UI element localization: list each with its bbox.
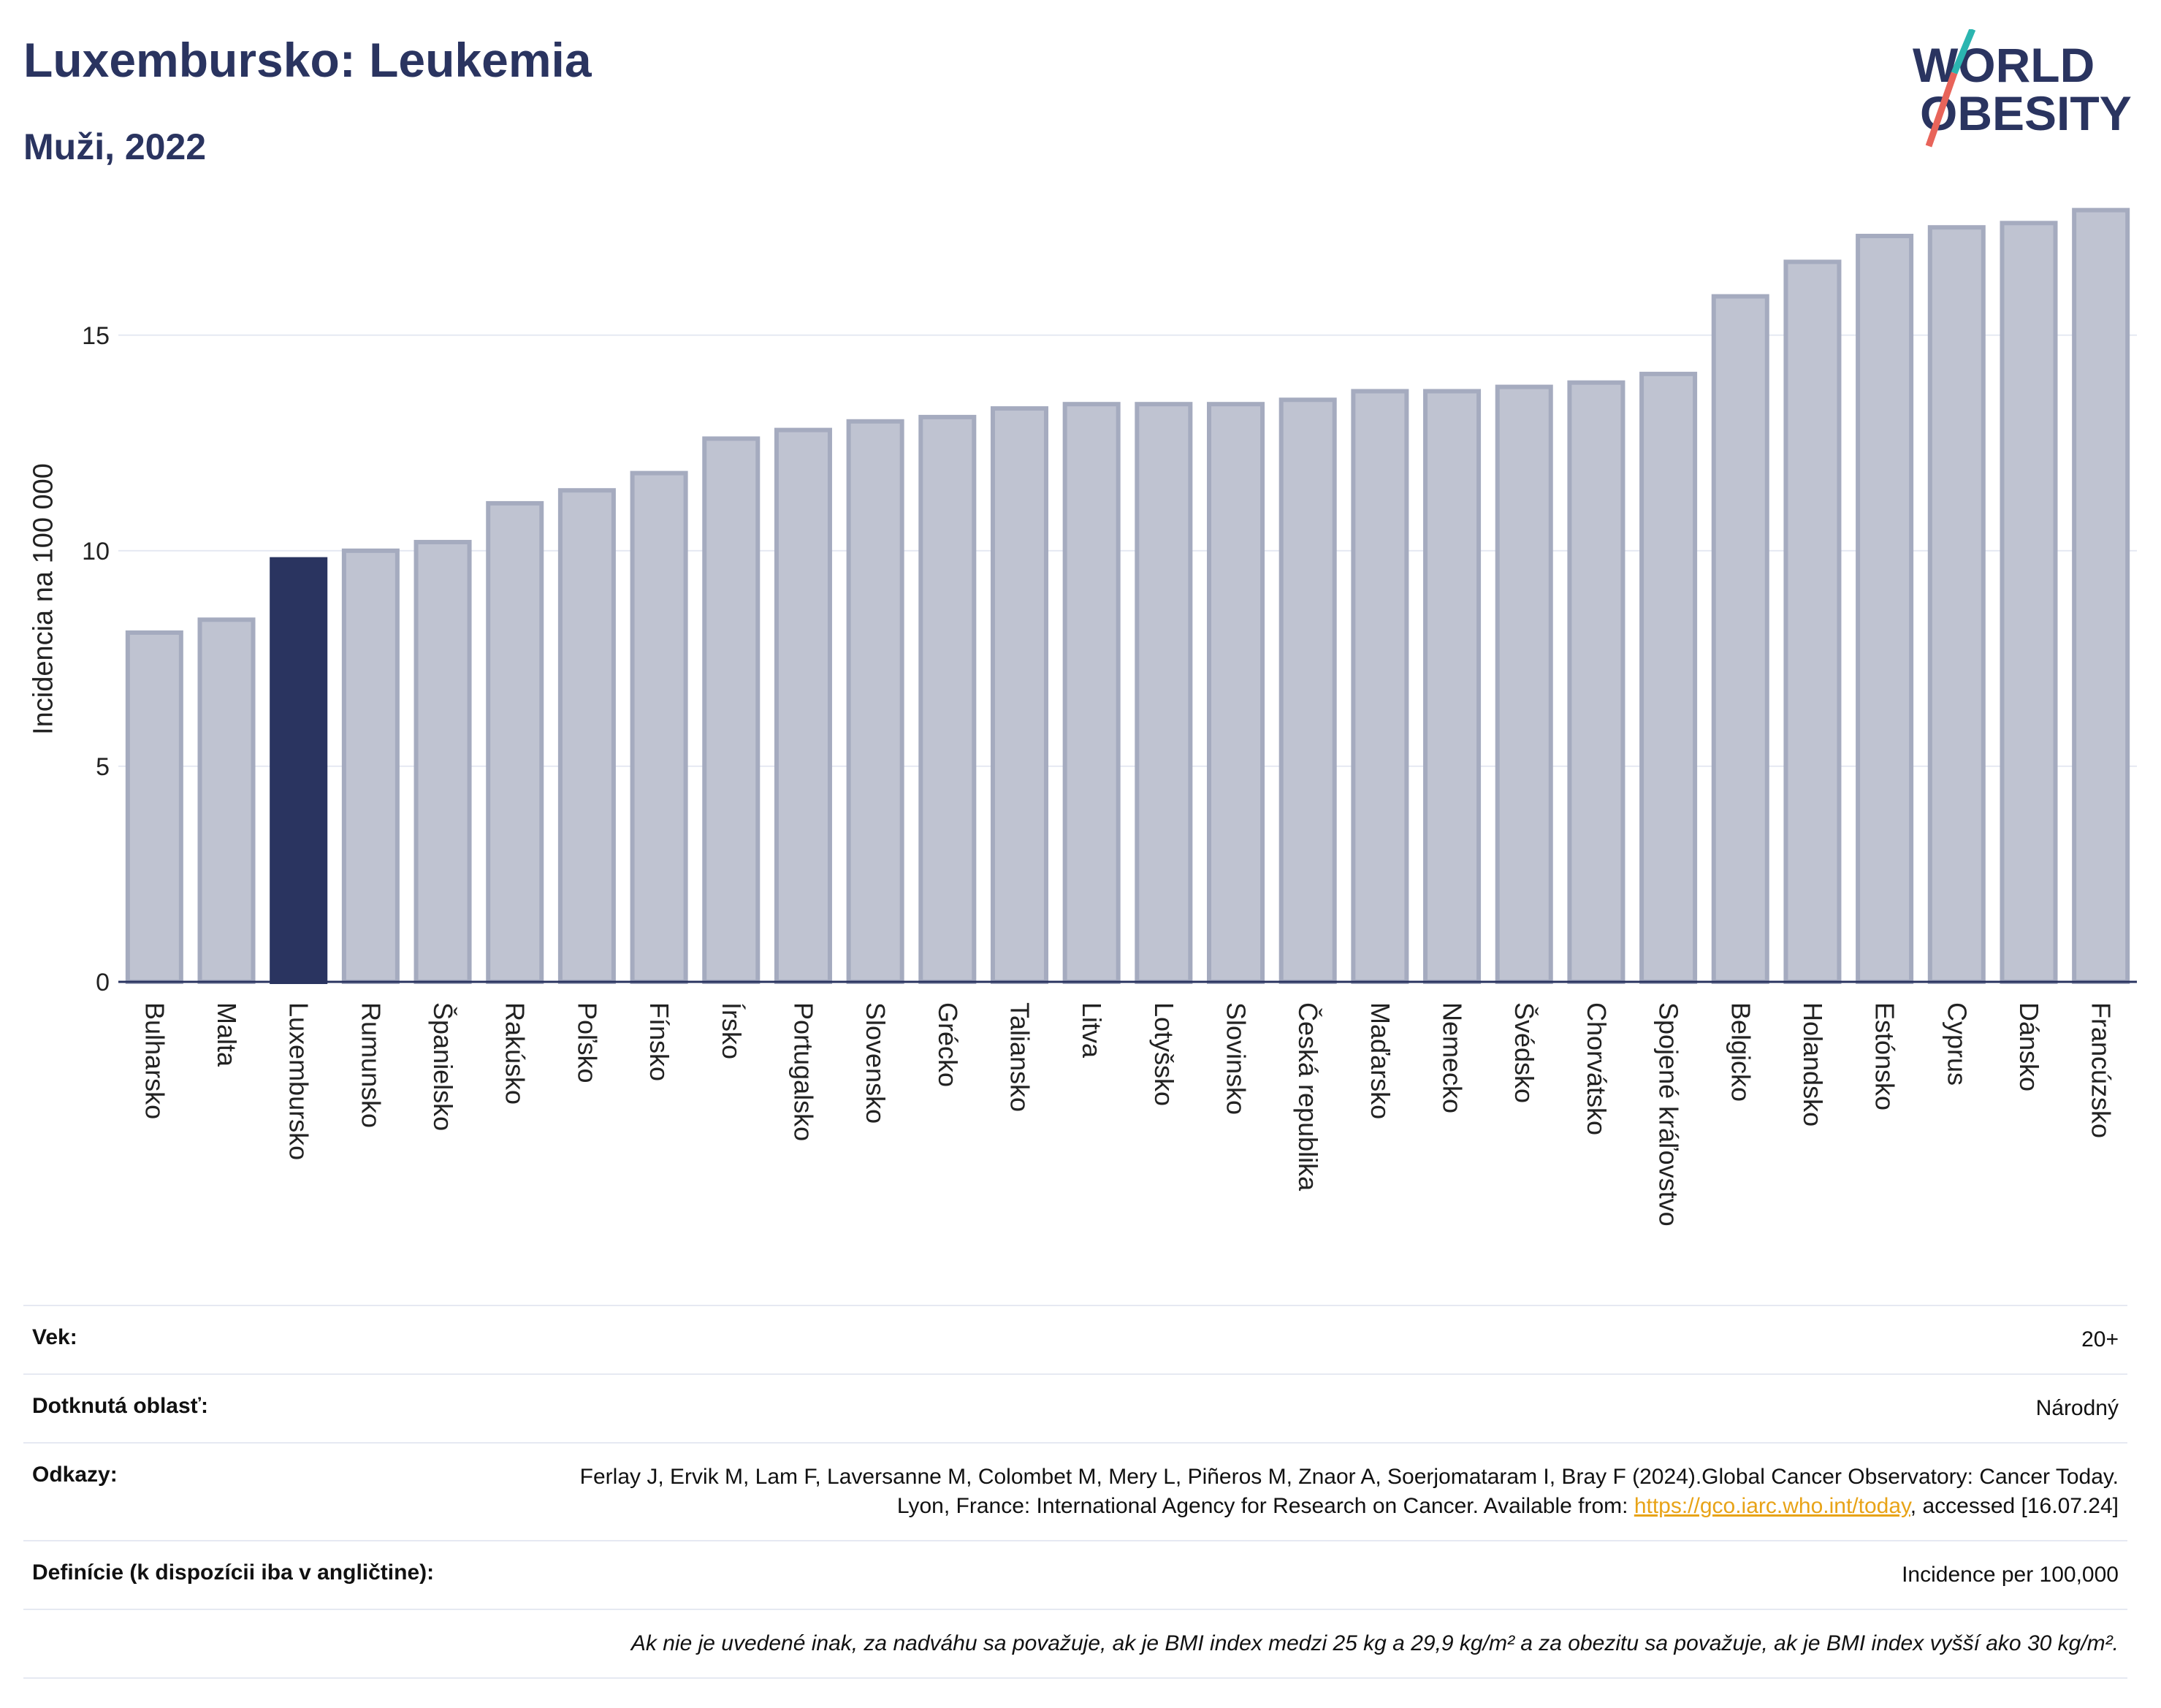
y-tick-label: 5 bbox=[96, 753, 110, 781]
definitions-label: Definície (k dispozícii iba v angličtine… bbox=[32, 1560, 435, 1585]
y-axis-label: Incidencia na 100 000 bbox=[28, 463, 59, 735]
bar bbox=[1135, 402, 1193, 984]
x-tick-label: Holandsko bbox=[1798, 1002, 1828, 1126]
bar bbox=[1062, 402, 1121, 984]
y-tick-label: 15 bbox=[82, 322, 110, 350]
area-label: Dotknutá oblasť: bbox=[32, 1394, 209, 1418]
x-tick-label: Luxembursko bbox=[284, 1002, 314, 1160]
bar bbox=[1927, 225, 1986, 984]
x-tick-label: Chorvátsko bbox=[1582, 1002, 1612, 1135]
x-tick-label: Estónsko bbox=[1870, 1002, 1900, 1110]
info-row-definitions: Definície (k dispozícii iba v angličtine… bbox=[23, 1540, 2127, 1609]
x-tick-label: Poľsko bbox=[572, 1002, 602, 1083]
bar bbox=[702, 436, 761, 984]
x-tick-label: Španielsko bbox=[428, 1002, 458, 1131]
info-row-age: Vek: 20+ bbox=[23, 1305, 2127, 1373]
bar bbox=[486, 500, 544, 984]
bar bbox=[1567, 380, 1625, 984]
age-value: 20+ bbox=[2081, 1327, 2119, 1351]
bar bbox=[846, 419, 904, 984]
x-tick-label: Grécko bbox=[933, 1002, 963, 1087]
bar bbox=[1856, 234, 1914, 984]
logo-slash-red bbox=[1925, 72, 1958, 148]
bar bbox=[2072, 207, 2130, 984]
page-title: Luxembursko: Leukemia bbox=[23, 33, 592, 87]
age-label: Vek: bbox=[32, 1325, 77, 1349]
bar bbox=[990, 406, 1048, 984]
bar bbox=[630, 470, 688, 984]
info-row-references: Odkazy: Ferlay J, Ervik M, Lam F, Lavers… bbox=[23, 1442, 2127, 1540]
references-link[interactable]: https://gco.iarc.who.int/today bbox=[1634, 1494, 1910, 1518]
page-subtitle: Muži, 2022 bbox=[23, 126, 207, 167]
x-tick-label: Belgicko bbox=[1726, 1002, 1756, 1102]
bar bbox=[1783, 259, 1842, 985]
x-tick-label: Litva bbox=[1077, 1002, 1107, 1059]
bar bbox=[557, 488, 616, 984]
x-tick-label: Slovinsko bbox=[1221, 1002, 1251, 1115]
bar bbox=[774, 427, 832, 984]
area-value: Národný bbox=[2035, 1396, 2119, 1420]
bar bbox=[341, 548, 400, 984]
bar-chart: 0 5 10 15 Bulharsko Malta Luxembursko Rumunsko Š… bbox=[82, 207, 2137, 1227]
x-tick-label: Slovensko bbox=[861, 1002, 891, 1124]
x-tick-label: Dánsko bbox=[2014, 1002, 2044, 1091]
bar bbox=[1351, 389, 1409, 984]
info-row-area: Dotknutá oblasť: Národný bbox=[23, 1373, 2127, 1442]
bar bbox=[1278, 397, 1337, 984]
world-obesity-logo: WORLD OBESITY bbox=[1913, 29, 2132, 148]
references-text: Ferlay J, Ervik M, Lam F, Laversanne M, … bbox=[579, 1465, 2119, 1518]
x-tick-label: Česká republika bbox=[1293, 1002, 1323, 1192]
bar bbox=[1207, 402, 1265, 984]
bar bbox=[918, 414, 977, 984]
references-label: Odkazy: bbox=[32, 1463, 118, 1487]
info-row-note: Ak nie je uvedené inak, za nadváhu sa po… bbox=[23, 1609, 2127, 1679]
x-tick-label: Malta bbox=[212, 1002, 242, 1067]
definitions-value: Incidence per 100,000 bbox=[1902, 1563, 2119, 1587]
x-tick-label: Fínsko bbox=[644, 1002, 674, 1081]
x-tick-label: Taliansko bbox=[1005, 1002, 1034, 1112]
x-tick-label: Cyprus bbox=[1942, 1002, 1972, 1086]
y-tick-label: 10 bbox=[82, 538, 110, 565]
x-tick-label: Rakúsko bbox=[500, 1002, 530, 1105]
bar bbox=[125, 630, 183, 984]
x-tick-label: Rumunsko bbox=[356, 1002, 386, 1128]
bar bbox=[270, 557, 328, 984]
x-tick-label: Švédsko bbox=[1509, 1002, 1539, 1103]
x-tick-label: Bulharsko bbox=[140, 1002, 169, 1119]
y-tick-label: 0 bbox=[96, 969, 110, 996]
logo-line1: WORLD bbox=[1913, 38, 2095, 92]
bar bbox=[197, 617, 256, 984]
logo-slash-teal bbox=[1951, 29, 1976, 75]
x-tick-label: Maďarsko bbox=[1365, 1002, 1395, 1119]
x-tick-label: Nemecko bbox=[1438, 1002, 1468, 1113]
logo-line2: OBESITY bbox=[1920, 86, 2132, 140]
references-value: Ferlay J, Ervik M, Lam F, Laversanne M, … bbox=[548, 1463, 2119, 1521]
bar bbox=[1423, 389, 1482, 984]
bar bbox=[1711, 294, 1769, 984]
x-tick-label: Francúzsko bbox=[2086, 1002, 2116, 1138]
info-table: Vek: 20+ Dotknutá oblasť: Národný Odkazy… bbox=[23, 1305, 2127, 1679]
x-tick-label: Spojené kráľovstvo bbox=[1654, 1002, 1684, 1227]
references-tail: , accessed [16.07.24] bbox=[1910, 1494, 2119, 1518]
x-tick-label: Lotyšsko bbox=[1149, 1002, 1179, 1106]
bar bbox=[413, 540, 472, 984]
x-tick-label: Írsko bbox=[717, 1002, 747, 1059]
bmi-note: Ak nie je uvedené inak, za nadváhu sa po… bbox=[630, 1631, 2119, 1655]
bar bbox=[1495, 384, 1553, 984]
bar bbox=[1639, 371, 1698, 985]
x-tick-label: Portugalsko bbox=[788, 1002, 818, 1141]
bar bbox=[2000, 221, 2058, 984]
